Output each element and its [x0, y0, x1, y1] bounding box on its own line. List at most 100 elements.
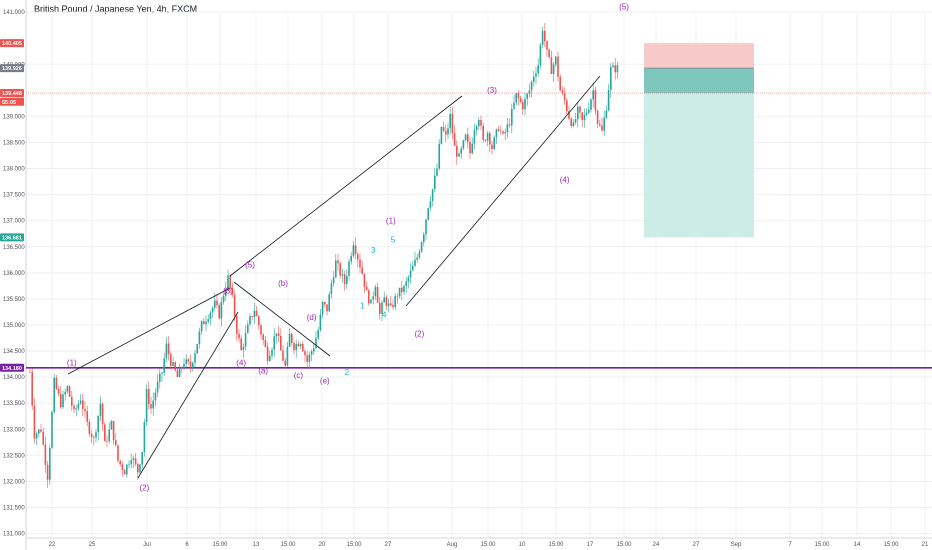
candle-body [71, 396, 73, 406]
trend-line[interactable] [233, 281, 331, 357]
candle [548, 48, 550, 59]
candle [429, 196, 432, 211]
stop-loss-zone[interactable] [644, 43, 754, 69]
price-axis[interactable]: 131.000 131.500 132.000 132.500 133.000 133.5… [3, 10, 25, 538]
candle-body [346, 275, 348, 285]
candle-body [216, 300, 218, 306]
candle [460, 146, 462, 160]
candle [170, 351, 172, 370]
candle [172, 356, 174, 367]
candle-body [196, 343, 198, 354]
candle [392, 299, 394, 310]
candle-body [361, 267, 363, 274]
candle-body [374, 286, 377, 297]
candle-body [207, 318, 209, 322]
candle [427, 207, 429, 221]
candle-body [75, 408, 77, 410]
candle-body [293, 343, 295, 351]
candle-body [249, 316, 251, 325]
candle [73, 403, 75, 414]
candle [425, 218, 427, 240]
candles[interactable] [29, 22, 619, 488]
candle [154, 388, 157, 407]
candle-body [57, 388, 60, 394]
candle [101, 402, 104, 431]
candle-body [35, 433, 38, 439]
candle [249, 313, 251, 327]
candle [229, 274, 231, 294]
candle-body [471, 143, 473, 154]
candle [352, 241, 355, 258]
candle-body [502, 131, 504, 134]
candle-body [299, 343, 302, 347]
trend-line[interactable] [229, 95, 463, 277]
candle-body [403, 286, 405, 292]
candle-body [240, 338, 242, 351]
candle [231, 282, 234, 298]
candle [449, 106, 451, 135]
candle [284, 357, 286, 368]
time-tick-label: 15:00 [548, 542, 564, 548]
candle-body [251, 316, 253, 317]
candle-body [442, 126, 445, 131]
wave-label: (3) [223, 287, 233, 296]
candle-body [449, 114, 451, 129]
candle [260, 323, 262, 339]
wave-label: (3) [487, 86, 497, 95]
candle-body [480, 119, 482, 126]
trend-line[interactable] [137, 311, 239, 479]
candle [583, 108, 586, 128]
candle-body [139, 464, 141, 473]
candle-body [126, 464, 128, 475]
candle-body [238, 333, 240, 339]
candle-body [548, 49, 550, 58]
candle-body [610, 67, 612, 90]
candle-body [579, 106, 581, 113]
trend-line[interactable] [405, 75, 601, 307]
candle-body [530, 81, 533, 91]
candle [590, 97, 592, 113]
candle-body [506, 124, 509, 132]
candle-body [381, 302, 383, 314]
candle-body [572, 122, 575, 127]
candle [484, 139, 487, 143]
candle-body [227, 275, 229, 290]
candle-body [141, 451, 143, 465]
time-axis[interactable]: 22 25 Jul 6 15:00 13 15:00 20 15:00 27 Aug 15:00 10 1… [49, 542, 929, 548]
take-profit-zone[interactable] [644, 68, 754, 238]
time-tick-label: 15:00 [883, 542, 899, 548]
candle-body [612, 65, 614, 68]
candle-body [273, 336, 275, 350]
candle-body [581, 112, 583, 120]
candle-body [159, 373, 161, 382]
candle-body [231, 287, 234, 295]
candle [299, 342, 302, 349]
candle-body [99, 403, 102, 416]
candle-body [165, 343, 168, 359]
candle [357, 252, 359, 268]
candle [469, 137, 471, 159]
trend-line[interactable] [67, 287, 231, 375]
candle [280, 328, 282, 351]
candle-body [583, 114, 586, 120]
candle [225, 281, 227, 301]
candle [31, 368, 33, 410]
candle-body [469, 141, 471, 154]
candle-body [544, 30, 546, 42]
trend-lines[interactable] [67, 75, 601, 479]
candle-body [295, 343, 297, 351]
candle [319, 308, 322, 332]
candle-body [277, 333, 280, 337]
candle-body [123, 470, 126, 475]
candle [473, 123, 476, 150]
candle [93, 434, 95, 446]
price-label: 55:05 [0, 97, 24, 106]
candle [247, 320, 249, 334]
candle [500, 125, 502, 135]
candle-body [537, 65, 539, 74]
candle-body [594, 90, 597, 111]
candle-body [49, 447, 51, 480]
candle-body [106, 441, 108, 442]
wave-label: 4 [382, 311, 387, 320]
